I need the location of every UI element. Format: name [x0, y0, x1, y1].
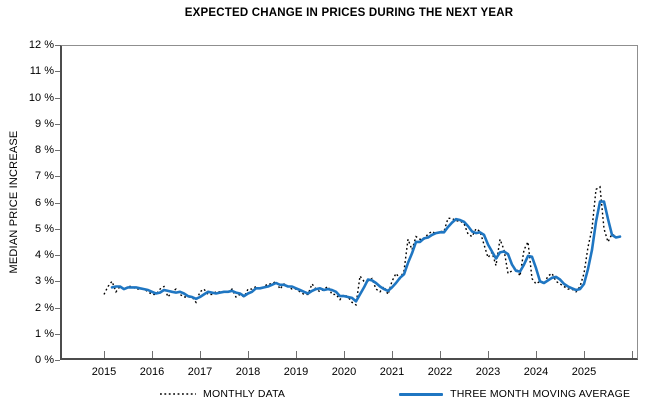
y-tick-label: 12 % — [28, 39, 54, 51]
y-tick-label: 0 % — [35, 354, 54, 366]
y-tick-label: 10 % — [28, 91, 54, 104]
x-tick-mark — [584, 351, 585, 358]
x-tick-label: 2018 — [235, 366, 261, 378]
y-tick-mark — [55, 97, 60, 99]
x-tick-mark — [440, 351, 441, 358]
y-tick-mark — [55, 202, 60, 204]
legend-label-moving-average: THREE MONTH MOVING AVERAGE — [450, 388, 631, 400]
x-tick-mark — [632, 351, 633, 358]
x-tick-label: 2015 — [91, 366, 117, 378]
x-tick-label: 2021 — [379, 366, 405, 378]
y-tick-mark — [55, 123, 60, 125]
y-tick-label: 2 % — [35, 301, 54, 314]
series-svg — [103, 185, 622, 307]
x-tick-label: 2024 — [523, 366, 549, 378]
x-tick-mark — [488, 351, 489, 358]
y-tick-mark — [55, 281, 60, 283]
x-tick-mark — [104, 351, 105, 358]
moving-average-swatch-icon — [399, 392, 444, 396]
legend-item-moving-average: THREE MONTH MOVING AVERAGE — [399, 388, 630, 400]
x-tick-label: 2019 — [283, 366, 309, 378]
x-tick-mark — [536, 351, 537, 358]
x-tick-mark — [392, 351, 393, 358]
x-tick-label: 2023 — [475, 366, 501, 378]
y-tick-label: 1 % — [35, 327, 54, 340]
legend-label-monthly-data: MONTHLY DATA — [203, 388, 286, 400]
y-tick-label: 5 % — [35, 222, 54, 235]
x-tick-mark — [344, 351, 345, 358]
monthly-data-line — [103, 185, 621, 307]
x-tick-mark — [296, 351, 297, 358]
legend: MONTHLY DATA THREE MONTH MOVING AVERAGE — [160, 388, 630, 400]
y-tick-label: 7 % — [35, 170, 54, 183]
x-tick-label: 2022 — [427, 366, 453, 378]
plot-area — [60, 45, 638, 360]
y-tick-mark — [55, 360, 60, 361]
moving-average-line — [110, 200, 622, 303]
y-tick-mark — [55, 333, 60, 335]
x-tick-mark — [152, 351, 153, 358]
y-tick-mark — [55, 255, 60, 256]
x-tick-label: 2016 — [139, 366, 165, 378]
y-tick-mark — [55, 71, 60, 73]
y-tick-label: 6 % — [35, 196, 54, 209]
y-tick-mark — [55, 176, 60, 178]
monthly-data-swatch-icon — [160, 393, 196, 395]
x-tick-label: 2017 — [187, 366, 213, 378]
y-tick-mark — [55, 228, 60, 230]
y-tick-label: 4 % — [35, 249, 54, 261]
x-tick-label: 2025 — [571, 366, 597, 378]
y-tick-mark — [55, 307, 60, 309]
y-tick-mark — [55, 45, 60, 46]
y-tick-label: 9 % — [35, 117, 54, 130]
y-tick-label: 3 % — [35, 275, 54, 288]
x-tick-mark — [200, 351, 201, 358]
x-tick-label: 2020 — [331, 366, 357, 378]
chart-title: EXPECTED CHANGE IN PRICES DURING THE NEX… — [184, 7, 514, 19]
y-tick-label: 11 % — [29, 65, 54, 78]
y-tick-label: 8 % — [35, 144, 54, 156]
x-tick-mark — [248, 351, 249, 358]
y-tick-mark — [55, 150, 60, 151]
legend-item-monthly-data: MONTHLY DATA — [160, 388, 285, 400]
